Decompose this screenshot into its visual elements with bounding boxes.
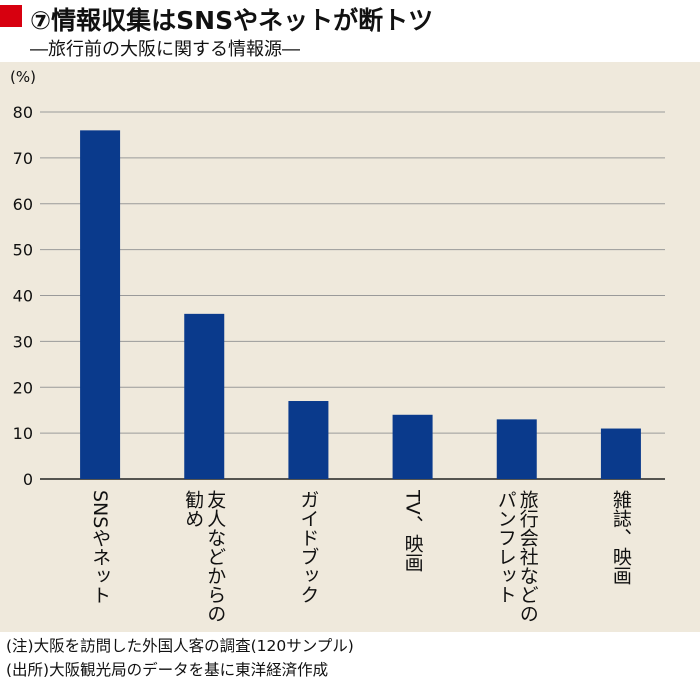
y-tick-label: 40 <box>13 287 33 306</box>
bars <box>80 130 641 479</box>
x-category-label: 雑誌、映画 <box>610 490 632 585</box>
y-tick-label: 20 <box>13 378 33 397</box>
source-note: (出所)大阪観光局のデータを基に東洋経済作成 <box>6 661 329 679</box>
chart-subtitle: ―旅行前の大阪に関する情報源― <box>30 39 300 60</box>
y-tick-label: 30 <box>13 332 33 351</box>
y-tick-label: 0 <box>23 470 33 489</box>
x-category-label: TV、映画 <box>402 489 424 572</box>
bar-4 <box>496 419 537 479</box>
bar-3 <box>392 414 433 479</box>
x-category-label: 友人などからの <box>204 490 226 623</box>
bar-2 <box>288 401 329 479</box>
x-category-label: 旅行会社などの <box>517 490 539 623</box>
y-tick-label: 10 <box>13 424 33 443</box>
chart-title: ⑦情報収集はSNSやネットが断トツ <box>30 6 434 35</box>
y-tick-label: 50 <box>13 241 33 260</box>
y-tick-labels: 0 10 20 30 40 50 60 70 80 <box>13 103 33 489</box>
x-category-label: SNSやネット <box>89 490 111 604</box>
gridlines <box>40 111 665 480</box>
footnotes: (注)大阪を訪問した外国人客の調査(120サンプル) (出所)大阪観光局のデータ… <box>6 634 354 682</box>
title-marker <box>0 5 22 27</box>
bar-1 <box>184 313 225 479</box>
y-tick-label: 70 <box>13 149 33 168</box>
chart-panel: 0 10 20 30 40 50 60 70 80 SNSやネット 友人などからの 勧め ガイドブック… <box>0 62 700 632</box>
x-category-label: 勧め <box>182 490 204 528</box>
bar-0 <box>80 130 121 479</box>
x-category-label: パンフレット <box>495 490 517 604</box>
y-axis-unit-label: (%) <box>10 68 36 86</box>
x-category-label: ガイドブック <box>297 490 319 604</box>
chart-header: ⑦情報収集はSNSやネットが断トツ ―旅行前の大阪に関する情報源― <box>0 0 700 62</box>
survey-note: (注)大阪を訪問した外国人客の調査(120サンプル) <box>6 637 354 655</box>
y-tick-label: 80 <box>13 103 33 122</box>
y-tick-label: 60 <box>13 195 33 214</box>
bar-5 <box>600 428 641 479</box>
